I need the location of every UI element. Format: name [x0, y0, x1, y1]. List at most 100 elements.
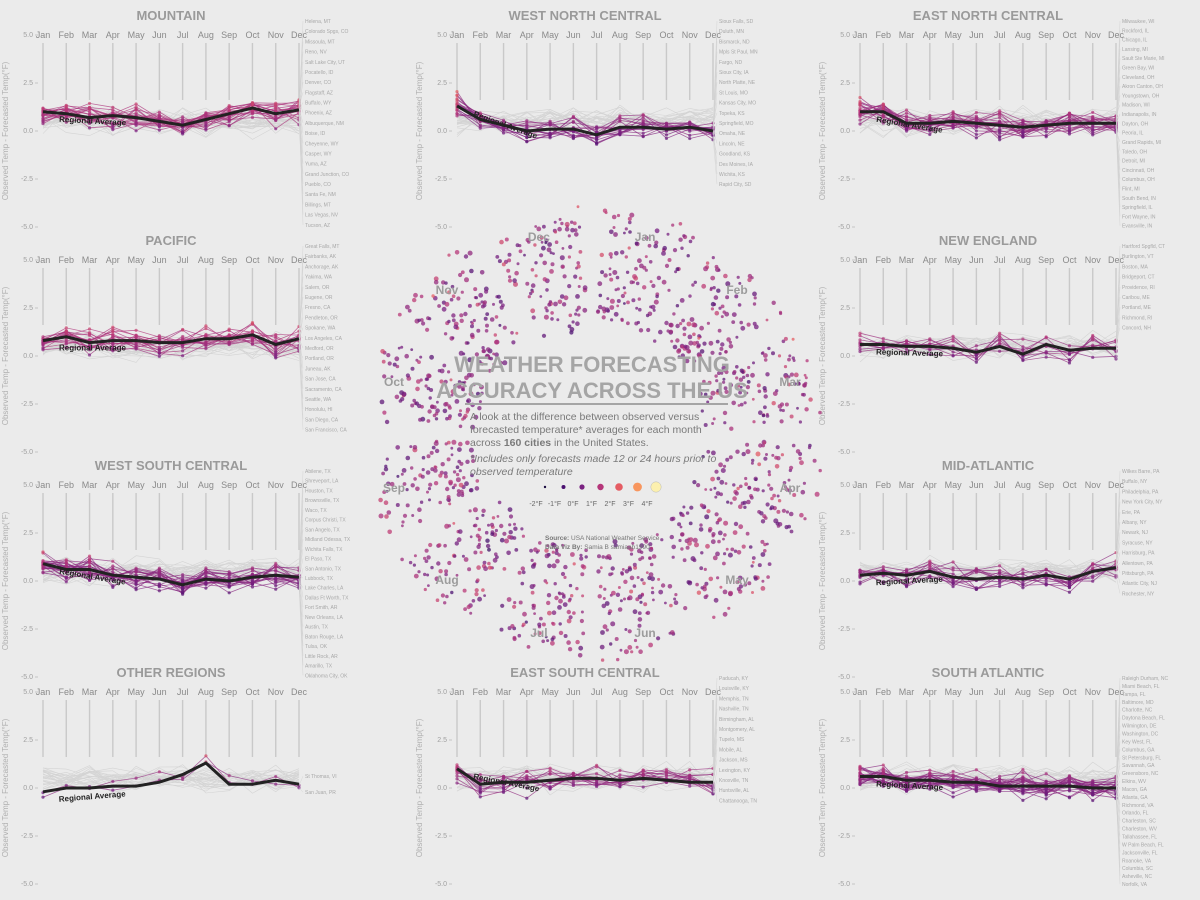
- city-point: [688, 784, 692, 788]
- background-city-line: [456, 766, 714, 785]
- radial-point: [744, 476, 748, 481]
- city-label: Burlington, VT: [1122, 254, 1154, 260]
- city-point: [974, 768, 978, 772]
- radial-point: [447, 319, 451, 324]
- city-leader-line: [298, 92, 304, 106]
- radial-point: [686, 321, 692, 327]
- city-leader-line: [298, 570, 304, 598]
- radial-point: [624, 255, 628, 259]
- month-label: Jun: [969, 480, 984, 490]
- city-point: [134, 335, 138, 339]
- city-label: Grand Rapids, MI: [1122, 140, 1161, 146]
- radial-point: [610, 572, 614, 576]
- city-leader-line: [1115, 501, 1121, 566]
- month-label: Jan: [36, 255, 51, 265]
- radial-point: [798, 420, 803, 424]
- city-point: [904, 127, 909, 131]
- city-point: [157, 112, 161, 117]
- radial-point: [617, 586, 621, 589]
- radial-point: [516, 262, 520, 266]
- radial-point: [395, 364, 400, 369]
- radial-point: [603, 587, 607, 591]
- radial-point: [451, 486, 455, 490]
- radial-point: [449, 378, 453, 382]
- radial-point: [762, 441, 767, 445]
- radial-point: [562, 274, 567, 279]
- y-tick-label: -2.5: [838, 401, 850, 408]
- city-label: Philadelphia, PA: [1122, 489, 1159, 495]
- y-tick-label: 5.0: [23, 257, 33, 264]
- radial-point: [552, 252, 555, 256]
- radial-point: [714, 310, 720, 316]
- radial-point: [763, 394, 768, 399]
- city-point: [858, 115, 862, 119]
- city-point: [1044, 355, 1048, 359]
- month-label: Apr: [520, 30, 534, 40]
- radial-point: [712, 555, 718, 561]
- city-label: Providence, RI: [1122, 285, 1155, 291]
- radial-point: [615, 275, 620, 280]
- radial-point: [394, 394, 400, 400]
- city-point: [64, 104, 68, 108]
- radial-point: [620, 572, 624, 576]
- radial-point: [471, 599, 476, 603]
- legend-label: -2°F: [529, 500, 542, 508]
- radial-point: [631, 541, 635, 545]
- radial-point: [741, 451, 746, 457]
- radial-point: [616, 299, 621, 303]
- radial-point: [424, 548, 429, 553]
- city-point: [111, 333, 115, 337]
- radial-point: [530, 564, 536, 569]
- city-point: [688, 133, 692, 137]
- radial-point: [723, 533, 727, 537]
- radial-point: [693, 359, 697, 363]
- y-axis-label: Observed Temp - Forecasted Temp(°F): [818, 718, 827, 857]
- city-point: [1044, 583, 1048, 587]
- city-point: [501, 774, 506, 778]
- month-label: Aug: [198, 480, 214, 490]
- y-tick-label: -2.5: [838, 626, 850, 633]
- radial-point: [481, 513, 485, 517]
- radial-point: [507, 278, 513, 283]
- city-label: Casper, WY: [305, 151, 332, 157]
- month-label: Feb: [473, 687, 489, 697]
- city-line: [42, 559, 300, 590]
- month-label: Apr: [106, 30, 120, 40]
- city-point: [1091, 798, 1095, 803]
- y-tick-label: 2.5: [437, 80, 447, 87]
- radial-point: [779, 402, 785, 407]
- city-leader-line: [712, 677, 718, 769]
- city-label: Tucson, AZ: [305, 223, 330, 229]
- radial-point: [577, 225, 582, 229]
- city-label: Sioux City, IA: [719, 70, 749, 76]
- radial-point: [534, 225, 538, 228]
- city-leader-line: [298, 480, 304, 568]
- city-line: [456, 106, 714, 144]
- city-point: [688, 122, 692, 126]
- city-label: Miami Beach, FL: [1122, 684, 1160, 690]
- city-leader-line: [1115, 562, 1121, 568]
- city-point: [928, 348, 932, 352]
- radial-point: [643, 602, 648, 607]
- radial-point: [616, 657, 620, 662]
- radial-point: [475, 533, 480, 538]
- radial-point: [599, 644, 605, 650]
- radial-point: [462, 476, 466, 480]
- radial-point: [386, 510, 392, 515]
- radial-point: [413, 292, 418, 298]
- radial-point: [381, 471, 385, 476]
- city-point: [951, 584, 955, 589]
- radial-point: [494, 339, 499, 345]
- radial-point: [716, 288, 721, 293]
- city-point: [111, 105, 115, 109]
- radial-point: [497, 259, 502, 264]
- city-label: Omaha, NE: [719, 131, 746, 137]
- radial-point: [513, 526, 518, 531]
- city-point: [111, 578, 115, 582]
- city-point: [87, 126, 92, 130]
- radial-point: [382, 410, 387, 415]
- city-label: Corpus Christi, TX: [305, 518, 346, 524]
- radial-point: [467, 250, 473, 256]
- radial-point: [633, 638, 638, 643]
- radial-point: [443, 543, 447, 548]
